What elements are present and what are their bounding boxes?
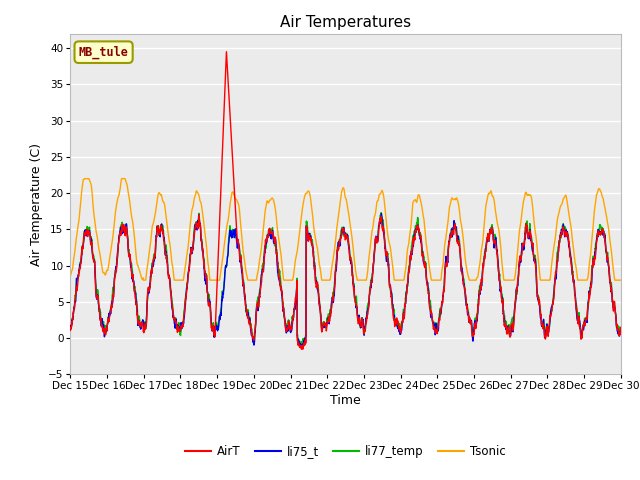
Tsonic xyxy=(617,277,625,283)
Tsonic xyxy=(362,277,370,283)
AirT xyxy=(374,239,381,245)
Title: Air Temperatures: Air Temperatures xyxy=(280,15,411,30)
Line: Tsonic: Tsonic xyxy=(70,179,621,280)
li77_temp xyxy=(584,303,592,309)
li77_temp xyxy=(617,325,625,331)
AirT xyxy=(569,272,577,277)
li75_t xyxy=(584,305,592,311)
Text: MB_tule: MB_tule xyxy=(79,46,129,59)
AirT xyxy=(584,303,592,309)
li75_t xyxy=(569,273,577,278)
Tsonic xyxy=(81,176,89,181)
Legend: AirT, li75_t, li77_temp, Tsonic: AirT, li75_t, li77_temp, Tsonic xyxy=(180,440,511,462)
li77_temp xyxy=(67,322,74,327)
li77_temp xyxy=(298,342,305,348)
li75_t xyxy=(506,331,514,337)
Line: AirT: AirT xyxy=(70,52,621,349)
li77_temp xyxy=(220,283,228,288)
li77_temp xyxy=(569,270,577,276)
AirT xyxy=(362,322,370,328)
Tsonic xyxy=(374,198,381,204)
Y-axis label: Air Temperature (C): Air Temperature (C) xyxy=(29,143,42,265)
li75_t xyxy=(220,286,228,291)
li77_temp xyxy=(377,210,385,216)
li75_t xyxy=(378,211,385,216)
AirT xyxy=(617,324,625,330)
li75_t xyxy=(67,323,74,328)
Line: li75_t: li75_t xyxy=(70,214,621,346)
li77_temp xyxy=(374,236,381,242)
li75_t xyxy=(296,343,303,348)
Tsonic xyxy=(506,277,514,283)
Line: li77_temp: li77_temp xyxy=(70,213,621,345)
AirT xyxy=(67,327,74,333)
Tsonic xyxy=(584,275,592,280)
li77_temp xyxy=(362,321,369,326)
AirT xyxy=(506,334,514,339)
Tsonic xyxy=(221,241,228,247)
AirT xyxy=(299,347,307,352)
AirT xyxy=(223,49,230,55)
Tsonic xyxy=(140,277,147,283)
li75_t xyxy=(362,320,369,325)
X-axis label: Time: Time xyxy=(330,394,361,407)
Tsonic xyxy=(67,273,74,279)
Tsonic xyxy=(569,240,577,245)
AirT xyxy=(220,112,228,118)
li77_temp xyxy=(506,324,514,329)
li75_t xyxy=(617,328,625,334)
li75_t xyxy=(374,237,381,243)
